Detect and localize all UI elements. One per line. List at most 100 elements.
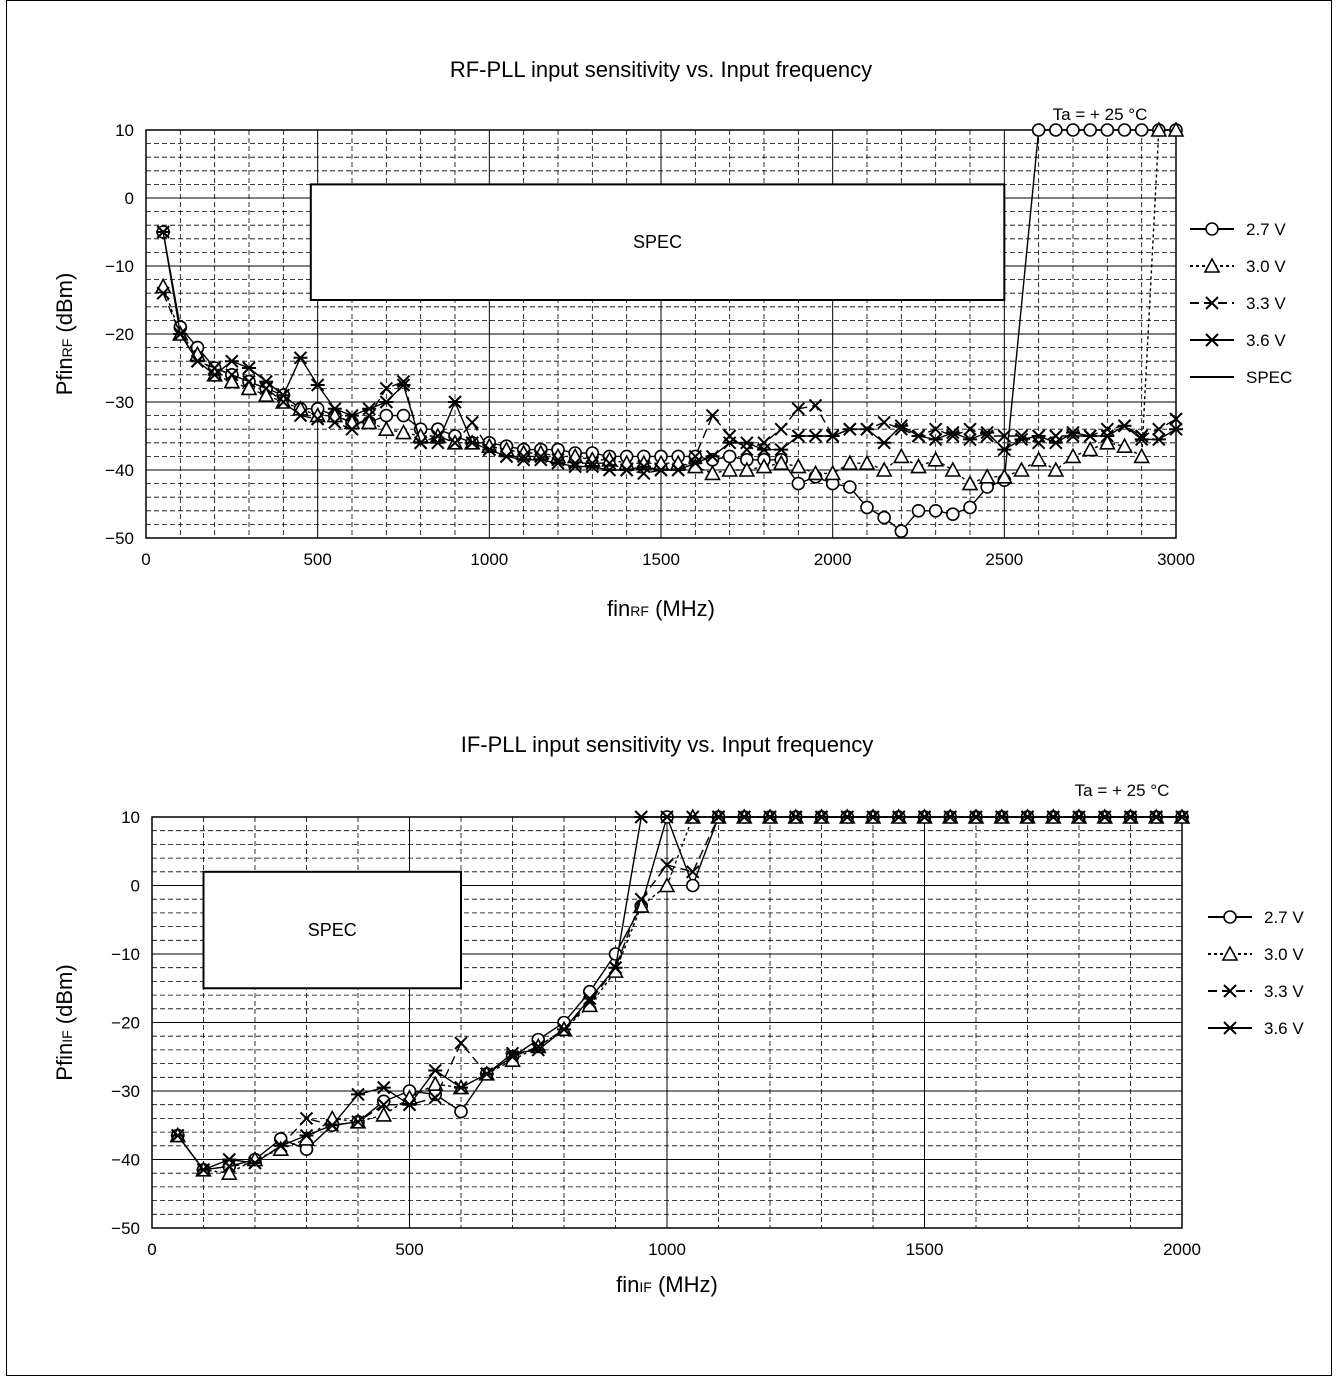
marker-triangle: [1133, 447, 1151, 464]
marker-circle: [860, 500, 874, 515]
marker-asterisk: [479, 1067, 494, 1081]
marker-asterisk: [763, 810, 777, 824]
chart-rf: RF-PLL input sensitivity vs. Input frequ…: [52, 57, 1292, 621]
x-tick-label: 2500: [985, 550, 1023, 569]
marker-x: [379, 381, 394, 396]
marker-asterisk: [840, 810, 855, 824]
x-tick-label: 500: [395, 1240, 423, 1259]
marker-x: [156, 286, 170, 300]
marker-asterisk: [568, 459, 583, 474]
marker-circle: [877, 510, 891, 525]
marker-asterisk: [860, 422, 874, 436]
marker-asterisk: [774, 442, 789, 457]
marker-circle: [396, 408, 411, 423]
marker-asterisk: [608, 960, 623, 975]
marker-asterisk: [516, 453, 531, 467]
marker-asterisk: [413, 436, 428, 450]
marker-asterisk: [325, 1118, 340, 1132]
marker-asterisk: [737, 810, 752, 824]
marker-asterisk: [430, 436, 445, 450]
figure-frame: [6, 0, 1332, 1376]
marker-circle: [963, 500, 977, 515]
marker-asterisk: [293, 351, 308, 365]
marker-x: [293, 408, 308, 423]
marker-triangle: [927, 451, 945, 467]
marker-x: [877, 415, 891, 430]
marker-x: [448, 436, 462, 450]
marker-triangle: [395, 423, 412, 440]
legend-label: 3.3 V: [1264, 982, 1304, 1001]
marker-asterisk: [1083, 429, 1098, 443]
marker-asterisk: [808, 429, 823, 443]
marker-triangle: [841, 454, 859, 471]
y-tick-label: −20: [105, 325, 134, 344]
marker-asterisk: [660, 810, 674, 824]
marker-triangle: [1150, 121, 1168, 137]
marker-triangle: [892, 447, 910, 464]
marker-asterisk: [1151, 432, 1166, 447]
marker-triangle: [910, 457, 927, 474]
chart-title: RF-PLL input sensitivity vs. Input frequ…: [450, 57, 872, 82]
marker-triangle: [978, 468, 996, 484]
marker-x: [722, 429, 737, 443]
marker-x: [928, 422, 943, 436]
x-tick-label: 1500: [906, 1240, 944, 1259]
legend-label: 3.3 V: [1246, 294, 1286, 313]
y-tick-label: −10: [105, 257, 134, 276]
marker-asterisk: [557, 1022, 571, 1037]
marker-asterisk: [671, 463, 686, 477]
marker-asterisk: [428, 1063, 443, 1078]
marker-asterisk: [327, 402, 342, 416]
marker-asterisk: [448, 395, 462, 409]
marker-triangle: [995, 468, 1013, 484]
marker-x: [808, 398, 823, 413]
marker-asterisk: [980, 425, 995, 440]
marker-asterisk: [259, 374, 274, 389]
spec-box: [309, 183, 1006, 301]
x-tick-label: 0: [147, 1240, 156, 1259]
x-axis-label: finIF (MHz): [616, 1272, 718, 1297]
marker-asterisk: [877, 436, 892, 450]
marker-triangle: [658, 876, 676, 893]
marker-asterisk: [963, 432, 977, 447]
y-axis-label: PfinRF (dBm): [52, 273, 77, 396]
marker-asterisk: [173, 327, 188, 341]
marker-asterisk: [814, 810, 829, 824]
marker-x: [634, 892, 648, 906]
series-3-6V: [170, 810, 1189, 1177]
marker-x: [1152, 422, 1166, 436]
x-tick-label: 2000: [1163, 1240, 1201, 1259]
y-axis-label: PfinIF (dBm): [52, 964, 77, 1080]
marker-asterisk: [688, 456, 703, 470]
marker-asterisk: [551, 456, 565, 470]
legend: 2.7 V 3.0 V 3.3 V 3.6 V: [1208, 908, 1304, 1038]
marker-asterisk: [969, 810, 983, 824]
marker-circle: [722, 449, 737, 464]
y-tick-label: −40: [105, 461, 134, 480]
marker-asterisk: [1100, 429, 1115, 443]
marker-asterisk: [1046, 810, 1061, 824]
marker-triangle: [1221, 945, 1239, 961]
marker-x: [377, 1097, 391, 1112]
marker-triangle: [1116, 437, 1133, 454]
y-tick-label: −30: [111, 1082, 140, 1101]
marker-circle: [379, 408, 394, 423]
marker-asterisk: [1014, 432, 1029, 447]
legend: 2.7 V 3.0 V 3.3 V 3.6 V SPEC: [1190, 220, 1292, 387]
marker-asterisk: [585, 459, 600, 474]
series-3-3V: [156, 286, 1183, 481]
marker-asterisk: [376, 1080, 391, 1095]
marker-asterisk: [1097, 810, 1112, 824]
marker-triangle: [154, 277, 172, 294]
marker-x: [660, 858, 674, 872]
x-tick-label: 3000: [1157, 550, 1195, 569]
marker-asterisk: [505, 1046, 520, 1061]
marker-triangle: [1098, 434, 1116, 450]
marker-asterisk: [299, 1128, 314, 1143]
marker-asterisk: [825, 429, 840, 443]
spec-box-label: SPEC: [308, 920, 357, 940]
marker-triangle: [377, 420, 395, 437]
marker-asterisk: [1169, 422, 1183, 436]
marker-asterisk: [1134, 432, 1149, 447]
